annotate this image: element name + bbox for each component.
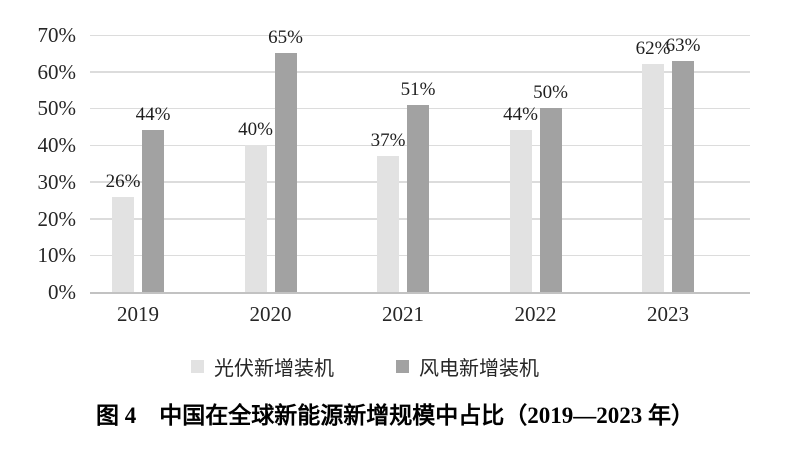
bar-wind-2021 [407,104,429,292]
x-tick-2023: 2023 [647,302,689,326]
x-tick-2022: 2022 [514,302,557,326]
bar-solar-2020 [244,145,267,292]
bar-wind-2023 [672,60,694,292]
y-tick-60: 60% [37,59,77,84]
x-axis: 2019 2020 2021 2022 2023 [90,302,750,328]
bar-solar-2021 [377,156,399,292]
y-tick-0: 0% [48,280,76,304]
gridline-60 [90,71,750,73]
bar-value-label-solar-2023: 62% [635,38,671,60]
bar-value-label-wind-2021: 51% [400,78,436,100]
legend-label-solar: 光伏新增装机 [214,358,334,380]
bar-solar-2022 [509,130,532,292]
x-tick-2020: 2020 [249,302,292,326]
bar-wind-2020 [274,53,297,292]
y-axis: 0% 10% 20% 30% 40% 50% 60% 70% [0,23,77,304]
bar-value-label-solar-2021: 37% [370,130,406,152]
y-tick-50: 50% [37,96,77,121]
bar-wind-2019 [142,130,164,292]
x-tick-2019: 2019 [117,302,159,326]
legend-swatch-wind-icon [396,360,409,373]
y-tick-20: 20% [37,206,77,231]
bar-value-label-solar-2019: 26% [105,170,141,192]
bar-value-label-wind-2019: 44% [135,104,171,126]
figure-caption: 图 4 中国在全球新能源新增规模中占比（2019—2023 年） [96,403,694,428]
legend-label-wind: 风电新增装机 [419,358,539,380]
y-tick-70: 70% [37,23,77,47]
bar-wind-2022 [539,108,562,292]
bar-solar-2019 [112,196,134,292]
bar-value-label-wind-2022: 50% [533,82,568,104]
bar-value-label-solar-2020: 40% [238,119,273,141]
y-tick-30: 30% [37,169,77,194]
gridline-70 [90,34,750,36]
legend-item-solar: 光伏新增装机 [191,352,334,381]
x-tick-2021: 2021 [382,302,424,326]
y-tick-10: 10% [37,243,77,268]
bar-value-label-wind-2020: 65% [268,27,303,49]
legend-swatch-solar-icon [191,360,204,373]
bar-value-label-solar-2022: 44% [503,104,538,126]
legend-item-wind: 风电新增装机 [396,352,539,381]
bar-solar-2023 [642,64,664,292]
bar-value-label-wind-2023: 63% [665,34,701,56]
plot-area: 26% 44% 40% 65% 37% 51% 44% 50% 62% 63% [90,27,750,294]
y-tick-40: 40% [37,133,77,158]
chart-legend: 光伏新增装机 风电新增装机 [0,352,730,381]
